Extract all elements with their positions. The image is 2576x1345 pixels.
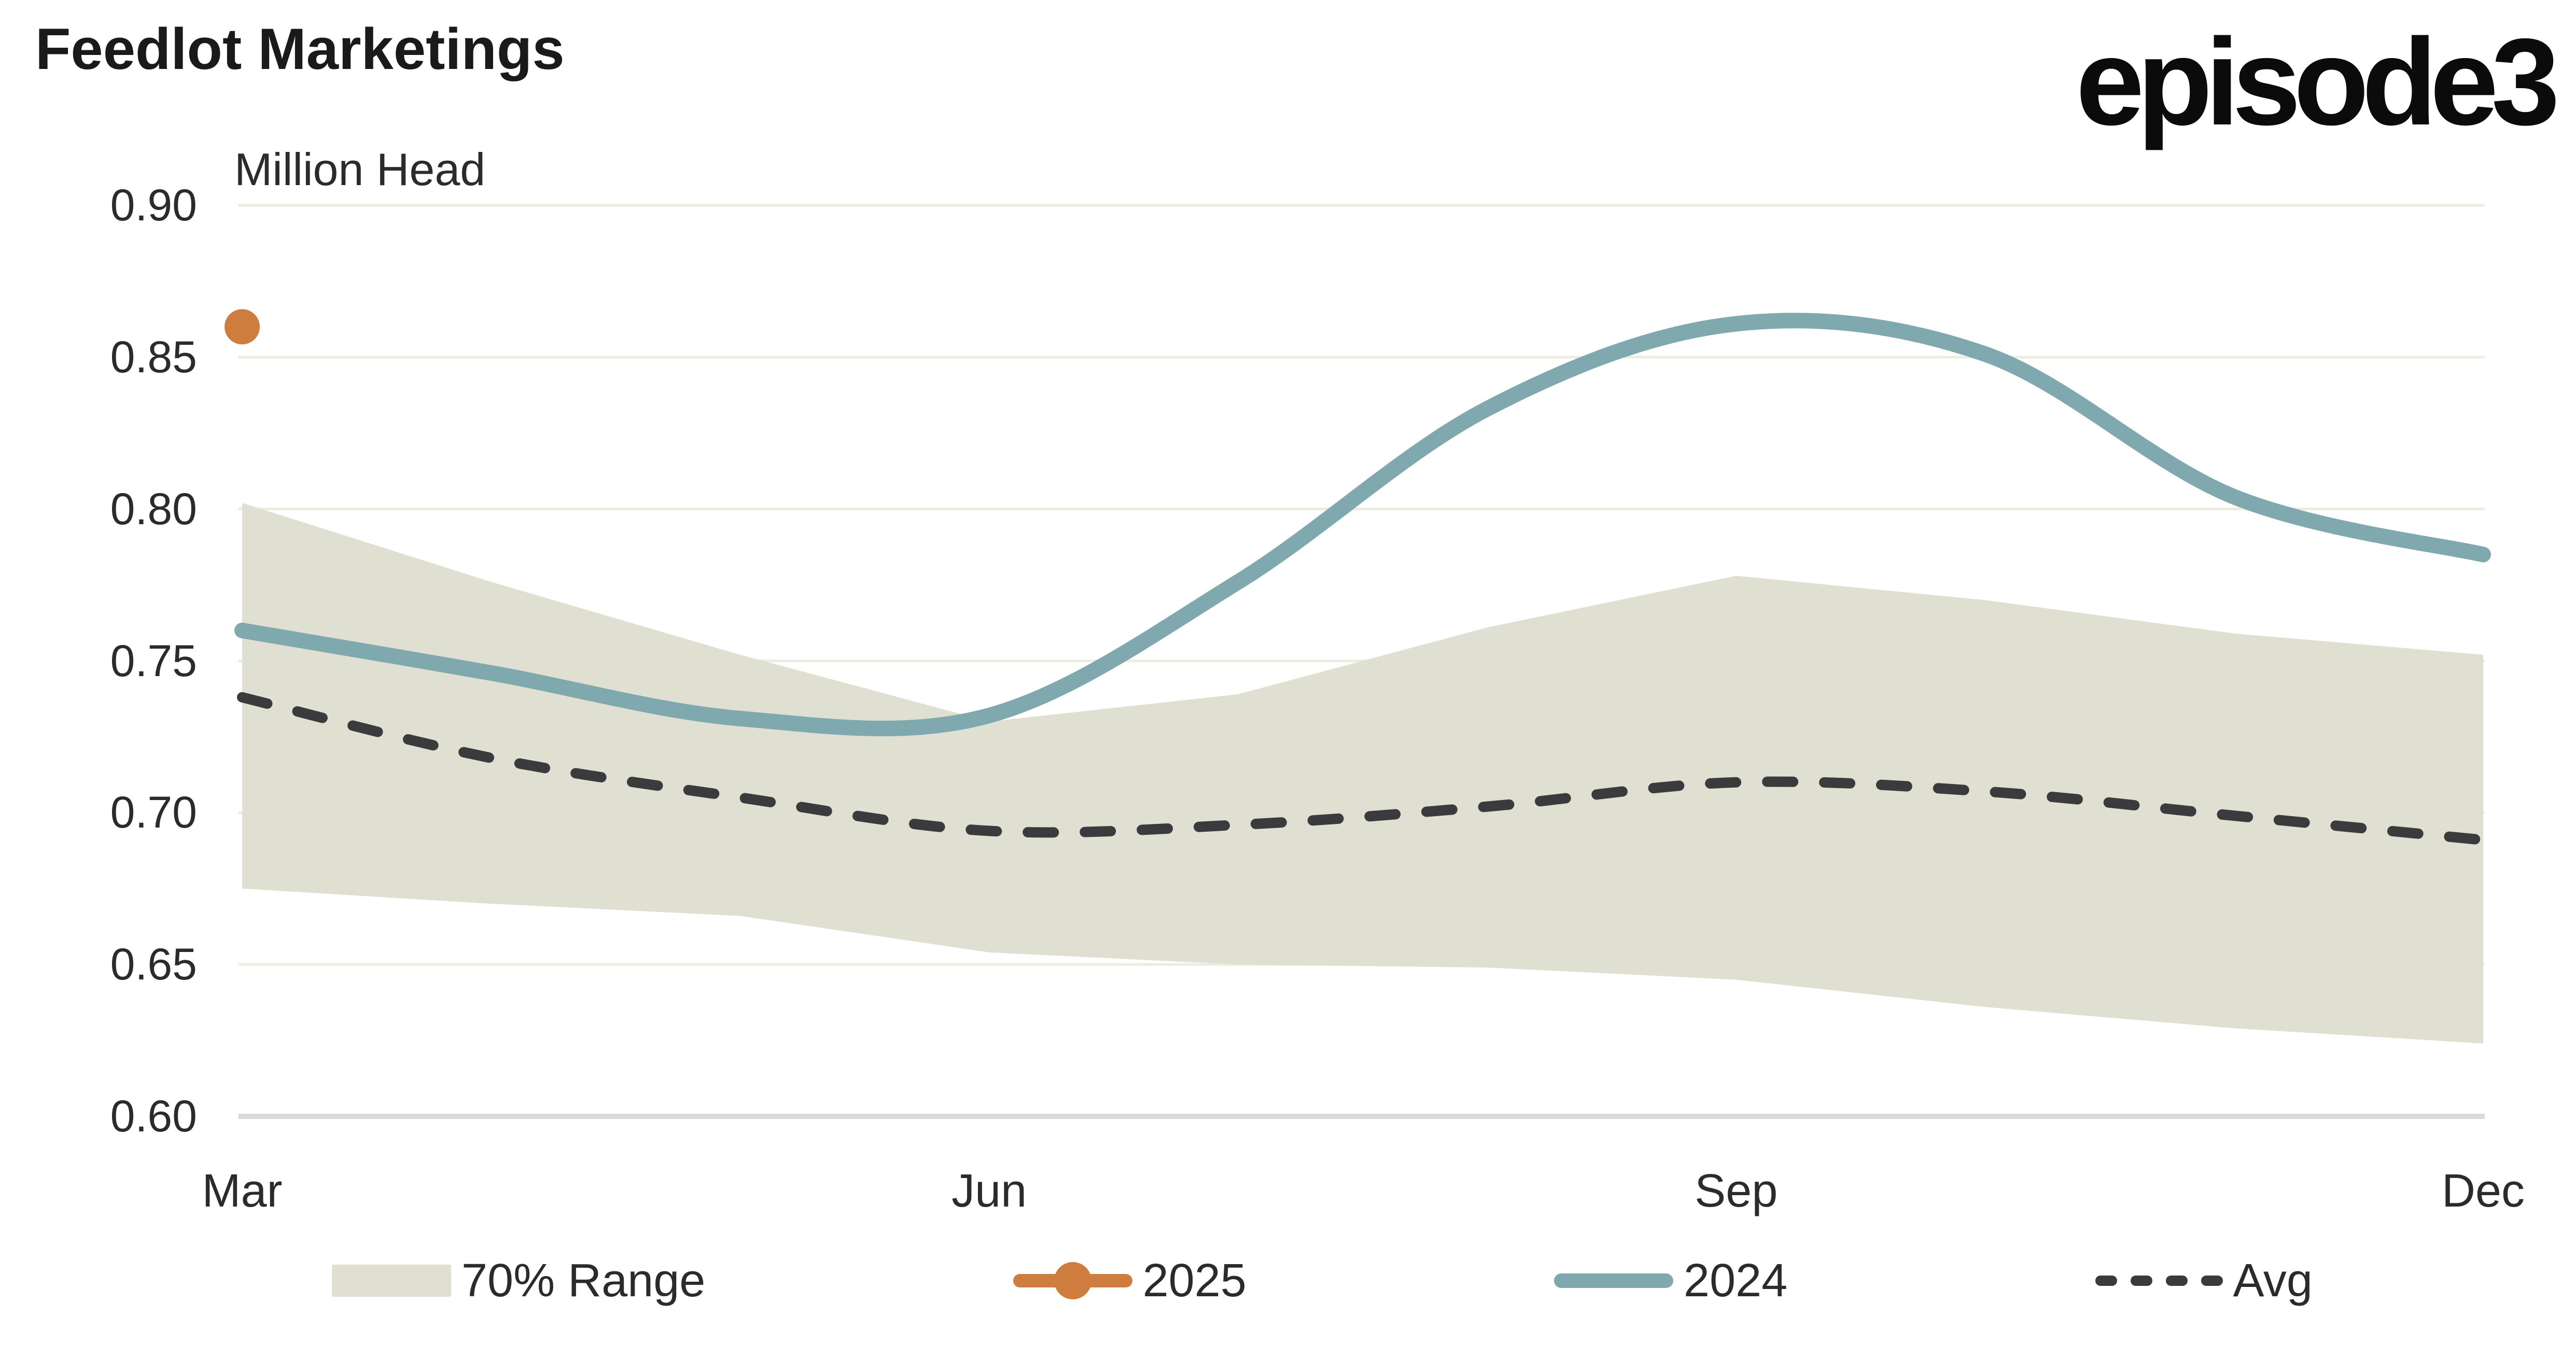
y-tick-label: 0.90: [110, 180, 197, 230]
legend-item-avg: Avg: [2095, 1257, 2313, 1304]
y-tick-label: 0.65: [110, 940, 197, 990]
range-swatch-icon: [332, 1265, 451, 1297]
y-tick-label: 0.70: [110, 788, 197, 838]
x-tick-label: Sep: [1695, 1165, 1778, 1217]
y-tick-label: 0.80: [110, 484, 197, 534]
legend-item-2024: 2024: [1554, 1257, 1787, 1304]
band-70-percent-range: [242, 502, 2483, 1044]
avg-line: [237, 692, 2488, 846]
x-tick-label: Mar: [202, 1165, 283, 1217]
point-2025: [225, 309, 260, 345]
legend-label-2024: 2024: [1684, 1255, 1788, 1307]
legend-item-70-range: 70% Range: [332, 1257, 705, 1304]
y-tick-label: 0.85: [110, 332, 197, 382]
legend-item-2025: 2025: [1013, 1257, 1247, 1304]
y-tick-label: 0.75: [110, 636, 197, 686]
legend-label-70-range: 70% Range: [461, 1255, 706, 1307]
dashed-line-marker-icon: [2095, 1276, 2223, 1286]
x-tick-label: Dec: [2441, 1165, 2525, 1217]
legend-label-avg: Avg: [2233, 1255, 2313, 1307]
x-tick-label: Jun: [951, 1165, 1027, 1217]
legend-label-2025: 2025: [1142, 1255, 1247, 1307]
y-axis-title: Million Head: [234, 144, 486, 195]
line-2024: [234, 313, 2491, 736]
chart-legend: 70% Range 2025 2024 Avg: [332, 1239, 2313, 1322]
page-title: Feedlot Marketings: [35, 17, 565, 81]
episode3-logo: episode3: [2076, 13, 2560, 151]
point-marker-icon: [1013, 1262, 1132, 1299]
y-tick-label: 0.60: [110, 1091, 197, 1141]
line-marker-icon: [1554, 1273, 1674, 1288]
